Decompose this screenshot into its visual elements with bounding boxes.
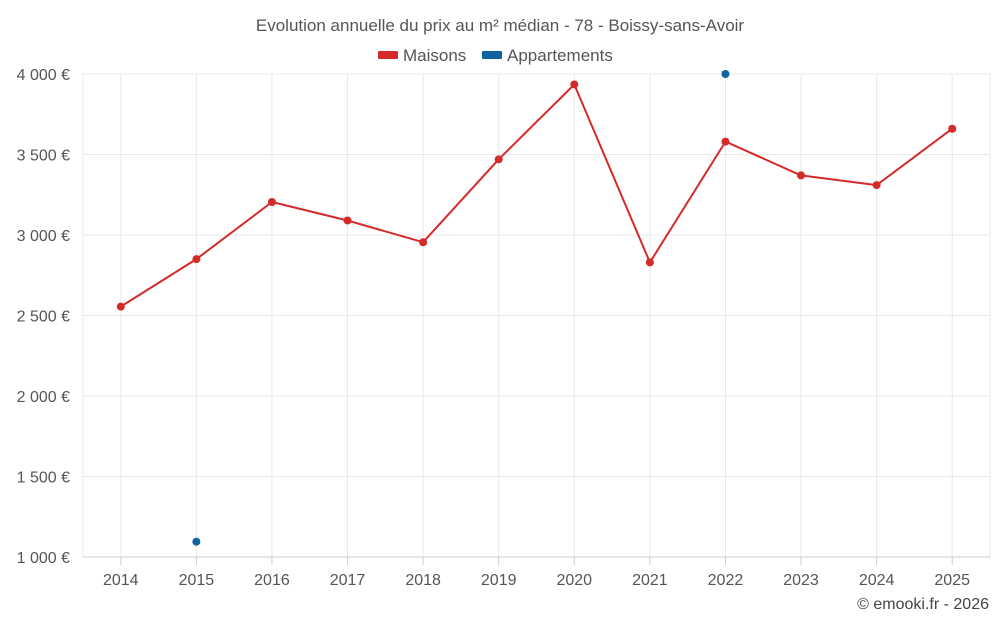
legend: Maisons Appartements bbox=[378, 46, 613, 65]
data-point-maisons[interactable] bbox=[192, 255, 201, 264]
legend-swatch-maisons bbox=[378, 51, 398, 59]
data-point-maisons[interactable] bbox=[872, 181, 881, 190]
legend-label-appartements: Appartements bbox=[507, 46, 613, 65]
y-tick-label: 3 000 € bbox=[17, 228, 70, 245]
legend-swatch-appartements bbox=[482, 51, 502, 59]
series-line-maisons bbox=[120, 83, 953, 308]
data-point-maisons[interactable] bbox=[343, 216, 352, 225]
x-axis: 2014 2015 2016 2017 2018 2019 2020 2021 2022 2023… bbox=[83, 556, 990, 589]
data-point-maisons[interactable] bbox=[116, 302, 125, 311]
x-tick-label: 2022 bbox=[708, 572, 744, 589]
x-tick-label: 2015 bbox=[179, 572, 215, 589]
y-axis: 1 000 € 1 500 € 2 000 € 2 500 € 3 000 € 3 500… bbox=[17, 67, 70, 567]
x-tick-label: 2025 bbox=[934, 572, 970, 589]
x-tick-label: 2014 bbox=[103, 572, 139, 589]
data-point-maisons[interactable] bbox=[419, 238, 428, 247]
y-tick-label: 1 500 € bbox=[17, 470, 70, 487]
chart-title: Evolution annuelle du prix au m² médian … bbox=[256, 16, 745, 35]
x-tick-label: 2020 bbox=[556, 572, 592, 589]
y-tick-label: 4 000 € bbox=[17, 67, 70, 84]
x-tick-label: 2023 bbox=[783, 572, 819, 589]
data-point-maisons[interactable] bbox=[948, 124, 957, 133]
data-point-maisons[interactable] bbox=[570, 80, 579, 89]
x-tick-label: 2021 bbox=[632, 572, 668, 589]
x-tick-label: 2019 bbox=[481, 572, 517, 589]
series-layer bbox=[116, 70, 957, 546]
x-tick-label: 2018 bbox=[405, 572, 441, 589]
legend-item-maisons[interactable]: Maisons bbox=[378, 46, 466, 65]
x-tick-label: 2016 bbox=[254, 572, 290, 589]
data-point-maisons[interactable] bbox=[494, 155, 503, 164]
legend-label-maisons: Maisons bbox=[403, 46, 466, 65]
y-tick-label: 2 000 € bbox=[17, 389, 70, 406]
data-point-maisons[interactable] bbox=[797, 171, 806, 180]
credit: © emooki.fr - 2026 bbox=[857, 596, 989, 613]
x-tick-label: 2024 bbox=[859, 572, 895, 589]
y-tick-label: 3 500 € bbox=[17, 148, 70, 165]
legend-item-appartements[interactable]: Appartements bbox=[482, 46, 613, 65]
data-point-maisons[interactable] bbox=[721, 137, 730, 146]
grid bbox=[82, 73, 991, 557]
data-point-maisons[interactable] bbox=[645, 258, 654, 267]
data-point-maisons[interactable] bbox=[267, 197, 276, 206]
y-tick-label: 1 000 € bbox=[17, 550, 70, 567]
data-point-appartements[interactable] bbox=[721, 70, 730, 78]
x-tick-label: 2017 bbox=[330, 572, 366, 589]
y-tick-label: 2 500 € bbox=[17, 309, 70, 326]
data-point-appartements[interactable] bbox=[192, 537, 201, 546]
